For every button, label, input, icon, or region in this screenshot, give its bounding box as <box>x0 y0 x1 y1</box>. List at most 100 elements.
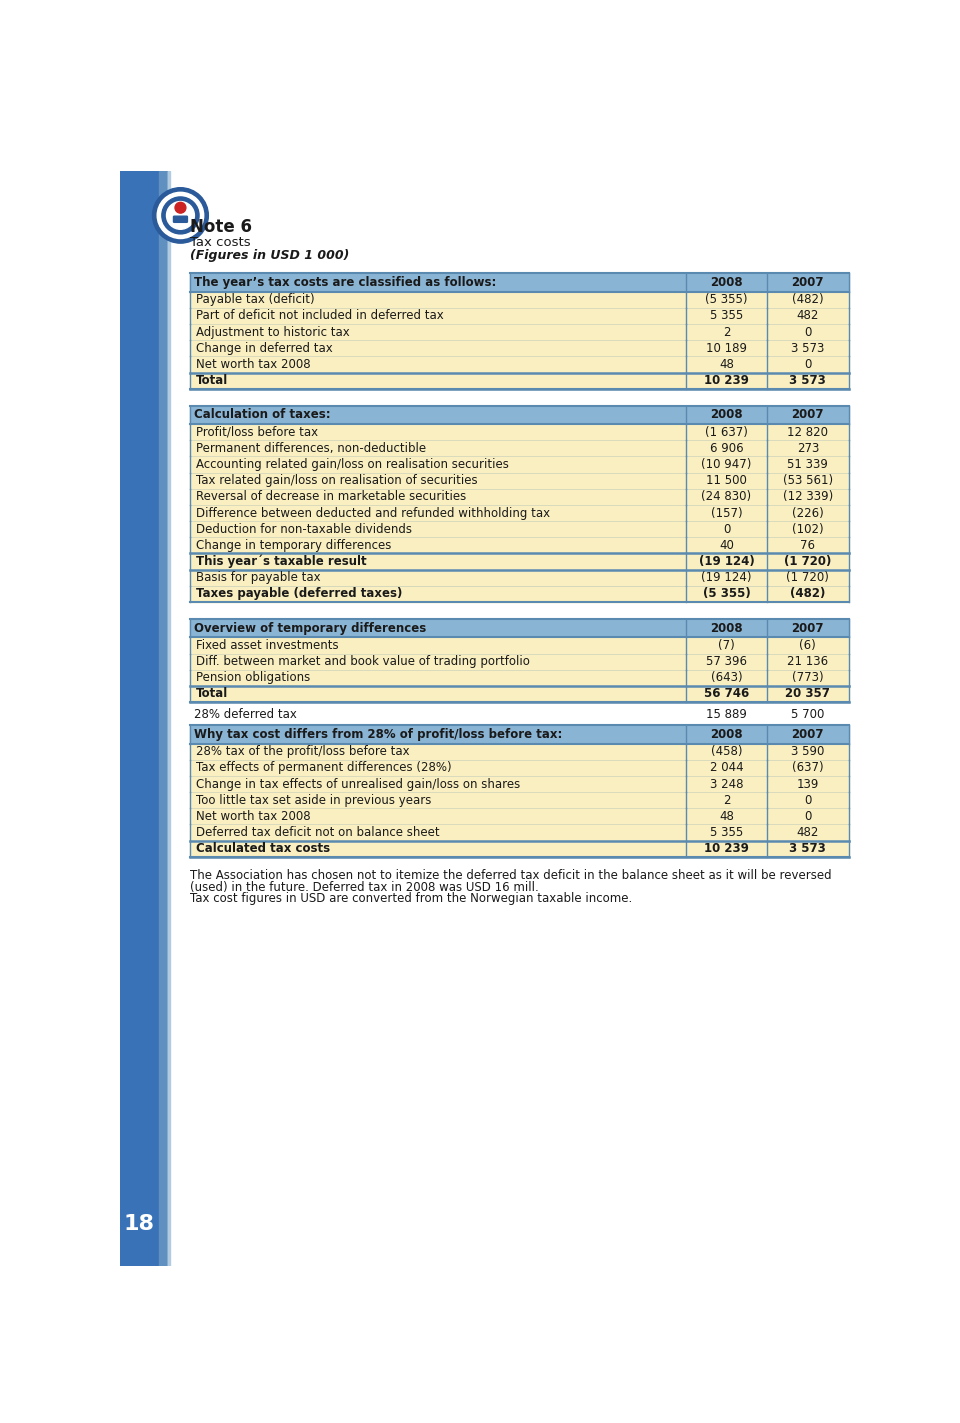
Text: 56 746: 56 746 <box>704 687 749 700</box>
Text: 3 248: 3 248 <box>709 777 743 791</box>
Text: (5 355): (5 355) <box>706 293 748 306</box>
Text: (10 947): (10 947) <box>701 458 752 471</box>
Text: Too little tax set aside in previous years: Too little tax set aside in previous yea… <box>196 794 431 807</box>
Bar <box>120 171 158 1266</box>
Text: 48: 48 <box>719 810 733 822</box>
Text: (12 339): (12 339) <box>782 491 833 504</box>
Text: 5 355: 5 355 <box>709 827 743 840</box>
Text: 6 906: 6 906 <box>709 443 743 455</box>
Text: 57 396: 57 396 <box>706 655 747 669</box>
Text: Accounting related gain/loss on realisation securities: Accounting related gain/loss on realisat… <box>196 458 509 471</box>
Circle shape <box>153 188 208 243</box>
Text: 3 590: 3 590 <box>791 746 825 758</box>
Text: (226): (226) <box>792 507 824 519</box>
Text: Deferred tax deficit not on balance sheet: Deferred tax deficit not on balance shee… <box>196 827 440 840</box>
Text: (157): (157) <box>710 507 742 519</box>
Text: 5 700: 5 700 <box>791 707 825 721</box>
Bar <box>190 424 849 440</box>
Text: 139: 139 <box>797 777 819 791</box>
Text: Difference between deducted and refunded withholding tax: Difference between deducted and refunded… <box>196 507 550 519</box>
Text: Note 6: Note 6 <box>190 218 252 236</box>
Bar <box>190 292 849 307</box>
Bar <box>190 505 849 521</box>
Text: 2007: 2007 <box>792 729 824 741</box>
Text: Total: Total <box>196 374 228 387</box>
Text: Change in tax effects of unrealised gain/loss on shares: Change in tax effects of unrealised gain… <box>196 777 520 791</box>
Bar <box>190 440 849 457</box>
Bar <box>190 824 849 841</box>
Text: Total: Total <box>196 687 228 700</box>
Text: Change in temporary differences: Change in temporary differences <box>196 539 392 552</box>
Text: This year´s taxable result: This year´s taxable result <box>196 555 367 568</box>
Text: 0: 0 <box>804 359 811 371</box>
Bar <box>190 793 849 808</box>
Text: Payable tax (deficit): Payable tax (deficit) <box>196 293 315 306</box>
Text: Pension obligations: Pension obligations <box>196 672 310 684</box>
Circle shape <box>166 202 194 229</box>
Text: (643): (643) <box>710 672 742 684</box>
Text: The Association has chosen not to itemize the deferred tax deficit in the balanc: The Association has chosen not to itemiz… <box>190 869 831 882</box>
Text: Taxes payable (deferred taxes): Taxes payable (deferred taxes) <box>196 588 402 601</box>
Text: 0: 0 <box>723 522 731 535</box>
Bar <box>190 638 849 653</box>
Text: 0: 0 <box>804 326 811 339</box>
Bar <box>190 488 849 505</box>
Text: (24 830): (24 830) <box>702 491 752 504</box>
Text: (1 720): (1 720) <box>786 571 829 585</box>
Text: 10 189: 10 189 <box>706 342 747 354</box>
Text: 2008: 2008 <box>710 729 743 741</box>
Text: 40: 40 <box>719 539 733 552</box>
Bar <box>190 340 849 356</box>
Text: 18: 18 <box>124 1214 155 1234</box>
Text: 10 239: 10 239 <box>704 842 749 855</box>
Text: (1 637): (1 637) <box>705 425 748 438</box>
Text: 482: 482 <box>797 827 819 840</box>
Text: 2 044: 2 044 <box>709 761 743 774</box>
Bar <box>190 457 849 472</box>
Bar <box>190 273 849 292</box>
Text: 2008: 2008 <box>710 276 743 289</box>
Bar <box>190 373 849 388</box>
Text: (6): (6) <box>800 639 816 652</box>
Text: Calculated tax costs: Calculated tax costs <box>196 842 330 855</box>
Text: 273: 273 <box>797 443 819 455</box>
Bar <box>190 586 849 602</box>
Text: 12 820: 12 820 <box>787 425 828 438</box>
Text: Tax related gain/loss on realisation of securities: Tax related gain/loss on realisation of … <box>196 474 477 487</box>
Text: (19 124): (19 124) <box>701 571 752 585</box>
Bar <box>190 686 849 702</box>
Bar <box>190 726 849 744</box>
Text: 20 357: 20 357 <box>785 687 830 700</box>
Text: Tax costs: Tax costs <box>190 236 251 249</box>
Text: Permanent differences, non-deductible: Permanent differences, non-deductible <box>196 443 426 455</box>
Text: The year’s tax costs are classified as follows:: The year’s tax costs are classified as f… <box>194 276 496 289</box>
Text: 28% deferred tax: 28% deferred tax <box>194 707 297 721</box>
Text: Change in deferred tax: Change in deferred tax <box>196 342 333 354</box>
Text: (482): (482) <box>790 588 826 601</box>
Text: Fixed asset investments: Fixed asset investments <box>196 639 339 652</box>
Text: 2: 2 <box>723 794 731 807</box>
Text: 2007: 2007 <box>792 276 824 289</box>
Bar <box>190 744 849 760</box>
Text: 2008: 2008 <box>710 622 743 635</box>
Text: Net worth tax 2008: Net worth tax 2008 <box>196 810 311 822</box>
Text: Overview of temporary differences: Overview of temporary differences <box>194 622 426 635</box>
Bar <box>190 808 849 824</box>
Text: Basis for payable tax: Basis for payable tax <box>196 571 321 585</box>
Text: Net worth tax 2008: Net worth tax 2008 <box>196 359 311 371</box>
Text: (102): (102) <box>792 522 824 535</box>
Text: 2008: 2008 <box>710 408 743 421</box>
Bar <box>190 356 849 373</box>
Bar <box>158 171 175 1266</box>
Text: (5 355): (5 355) <box>703 588 751 601</box>
Text: (458): (458) <box>710 746 742 758</box>
Bar <box>120 171 175 1266</box>
Bar <box>190 841 849 857</box>
Bar <box>190 776 849 793</box>
Bar <box>190 670 849 686</box>
Bar <box>190 472 849 488</box>
Bar <box>190 554 849 569</box>
Bar <box>190 521 849 538</box>
Circle shape <box>175 202 186 213</box>
Text: 11 500: 11 500 <box>706 474 747 487</box>
